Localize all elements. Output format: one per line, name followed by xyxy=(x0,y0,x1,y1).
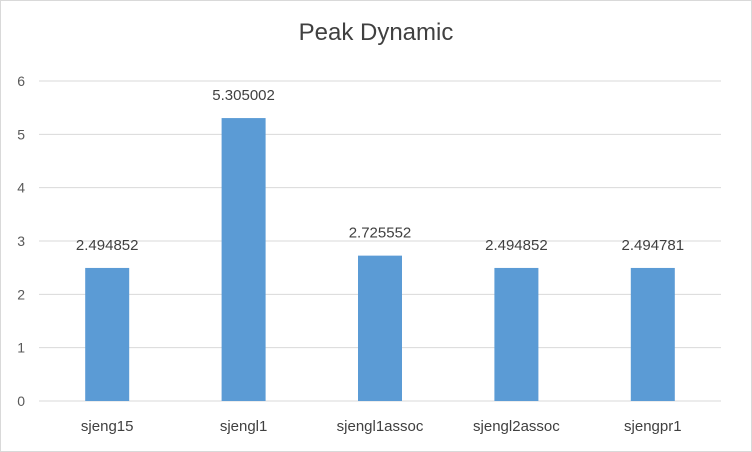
data-label-2: 2.725552 xyxy=(349,225,412,242)
y-tick-label-6: 6 xyxy=(17,73,25,89)
chart-title: Peak Dynamic xyxy=(298,19,454,46)
y-tick-label-0: 0 xyxy=(17,393,25,409)
bar-3 xyxy=(494,267,539,401)
y-tick-label-3: 3 xyxy=(17,233,25,249)
data-label-4: 2.494781 xyxy=(622,237,685,254)
x-tick-label-0: sjeng15 xyxy=(81,418,134,435)
y-tick-label-1: 1 xyxy=(17,340,25,356)
bar-1 xyxy=(221,118,266,401)
y-tick-label-4: 4 xyxy=(17,180,25,196)
data-label-1: 5.305002 xyxy=(212,87,275,104)
bar-0 xyxy=(85,267,130,401)
data-label-0: 2.494852 xyxy=(76,237,139,254)
x-tick-label-3: sjengl2assoc xyxy=(473,418,560,435)
x-tick-label-1: sjengl1 xyxy=(220,418,268,435)
y-tick-label-2: 2 xyxy=(17,286,25,302)
y-tick-label-5: 5 xyxy=(17,126,25,142)
bar-4 xyxy=(630,267,675,401)
bar-2 xyxy=(358,255,402,401)
data-label-3: 2.494852 xyxy=(485,237,548,254)
x-tick-label-4: sjengpr1 xyxy=(624,418,682,435)
x-tick-label-2: sjengl1assoc xyxy=(337,418,424,435)
